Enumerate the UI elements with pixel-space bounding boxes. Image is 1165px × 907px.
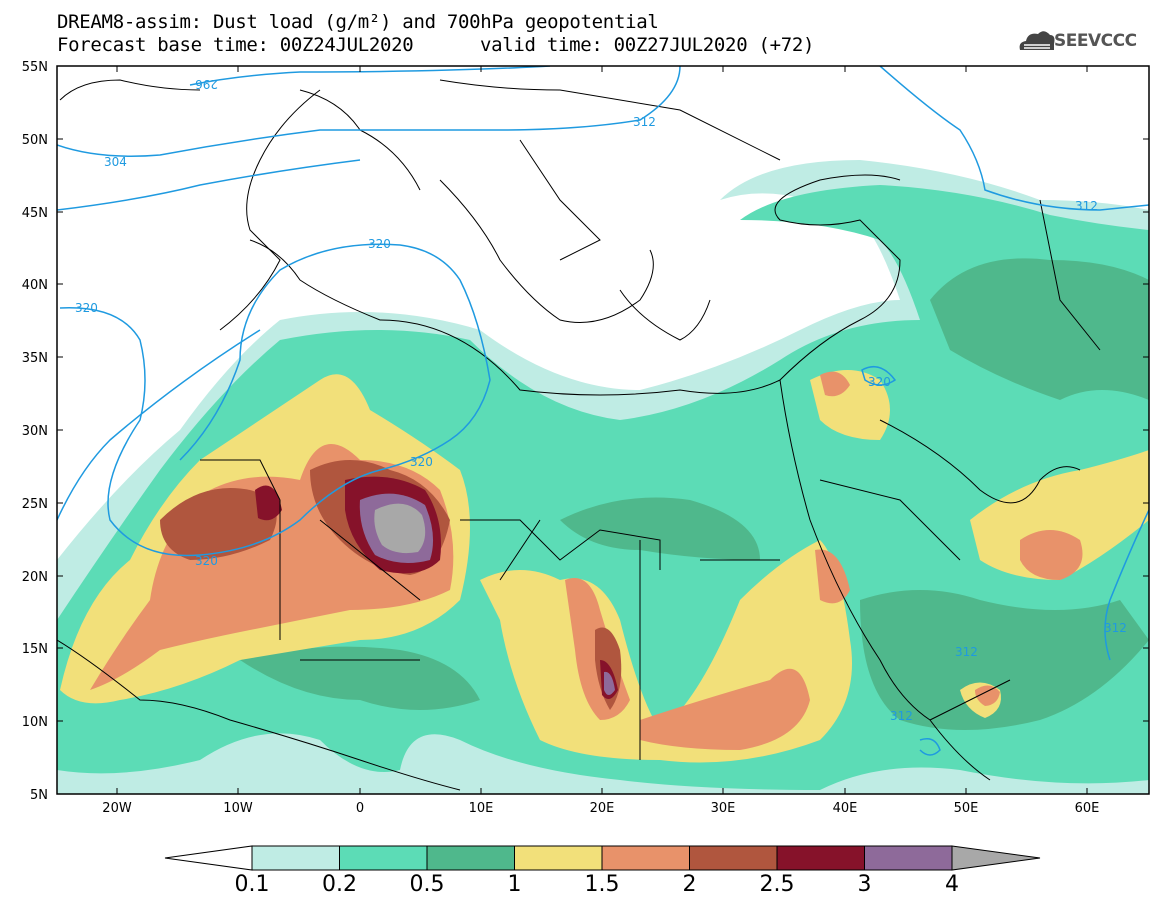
colorbar-under-arrow (164, 845, 253, 871)
forecast-base-time: Forecast base time: 00Z24JUL2020 (57, 34, 414, 56)
lat-label: 50N (22, 133, 48, 148)
dust-fields (57, 66, 1149, 794)
colorbar (164, 845, 1041, 871)
colorbar-cell (689, 845, 778, 871)
lat-label: 20N (22, 570, 48, 585)
contour-label: 304 (104, 155, 127, 169)
colorbar-cell (251, 845, 340, 871)
colorbar-tick-label: 2 (682, 872, 697, 897)
valid-time: valid time: 00Z27JUL2020 (+72) (480, 34, 815, 56)
colorbar-cell (864, 845, 953, 871)
lon-label: 40E (833, 801, 858, 816)
lon-label: 50E (954, 801, 979, 816)
lat-label: 45N (22, 206, 48, 221)
cloud-icon (1019, 31, 1055, 50)
colorbar-tick-label: 4 (945, 872, 959, 897)
contour-label: 320 (410, 455, 433, 469)
lat-label: 10N (22, 715, 48, 730)
contour-label: 320 (195, 554, 218, 568)
contour-label: 320 (75, 301, 98, 315)
colorbar-tick-label: 1 (507, 872, 522, 897)
colorbar-tick-label: 0.2 (322, 872, 357, 897)
lon-label: 0 (356, 801, 364, 816)
longitude-axis: 20W 10W 0 10E 20E 30E 40E 50E 60E (102, 66, 1099, 816)
contour-label: 312 (955, 645, 978, 659)
contour-label: 320 (868, 375, 891, 389)
colorbar-cell (601, 845, 690, 871)
colorbar-tick-label: 2.5 (759, 872, 795, 897)
colorbar-over-arrow (951, 845, 1041, 871)
latitude-axis: 55N 50N 45N 40N 35N 30N 25N 20N 15N 10N … (22, 60, 1149, 803)
lat-label: 40N (22, 278, 48, 293)
lat-label: 5N (30, 788, 48, 803)
chart-title: DREAM8-assim: Dust load (g/m²) and 700hP… (57, 11, 659, 33)
colorbar-cell (426, 845, 515, 871)
colorbar-tick-label: 1.5 (584, 872, 620, 897)
colorbar-cell (339, 845, 428, 871)
colorbar-tick-label: 3 (857, 872, 872, 897)
lon-label: 10E (469, 801, 494, 816)
lat-label: 15N (22, 642, 48, 657)
contour-label: 320 (368, 237, 391, 251)
lon-label: 20E (590, 801, 615, 816)
colorbar-tick-label: 0.1 (234, 872, 270, 897)
logo-text: SEEVCCC (1054, 31, 1137, 51)
contour-label: 312 (890, 709, 913, 723)
lat-label: 55N (22, 60, 48, 75)
colorbar-tick-label: 0.5 (409, 872, 445, 897)
contour-label: 312 (1104, 621, 1127, 635)
geopotential-contours (57, 66, 1149, 756)
lat-label: 25N (22, 497, 48, 512)
colorbar-cell (776, 845, 865, 871)
colorbar-cell (514, 845, 603, 871)
contour-label: 312 (633, 115, 656, 129)
contour-label: 296 (195, 77, 218, 91)
colorbar-cells (251, 845, 953, 871)
lon-label: 30E (711, 801, 736, 816)
lon-label: 60E (1075, 801, 1100, 816)
lon-label: 10W (223, 801, 253, 816)
lon-label: 20W (102, 801, 132, 816)
lat-label: 30N (22, 424, 48, 439)
lat-label: 35N (22, 351, 48, 366)
contour-label: 312 (1075, 199, 1098, 213)
contour-label-group: 296 304 312 320 320 320 320 320 312 312 … (75, 77, 1127, 723)
